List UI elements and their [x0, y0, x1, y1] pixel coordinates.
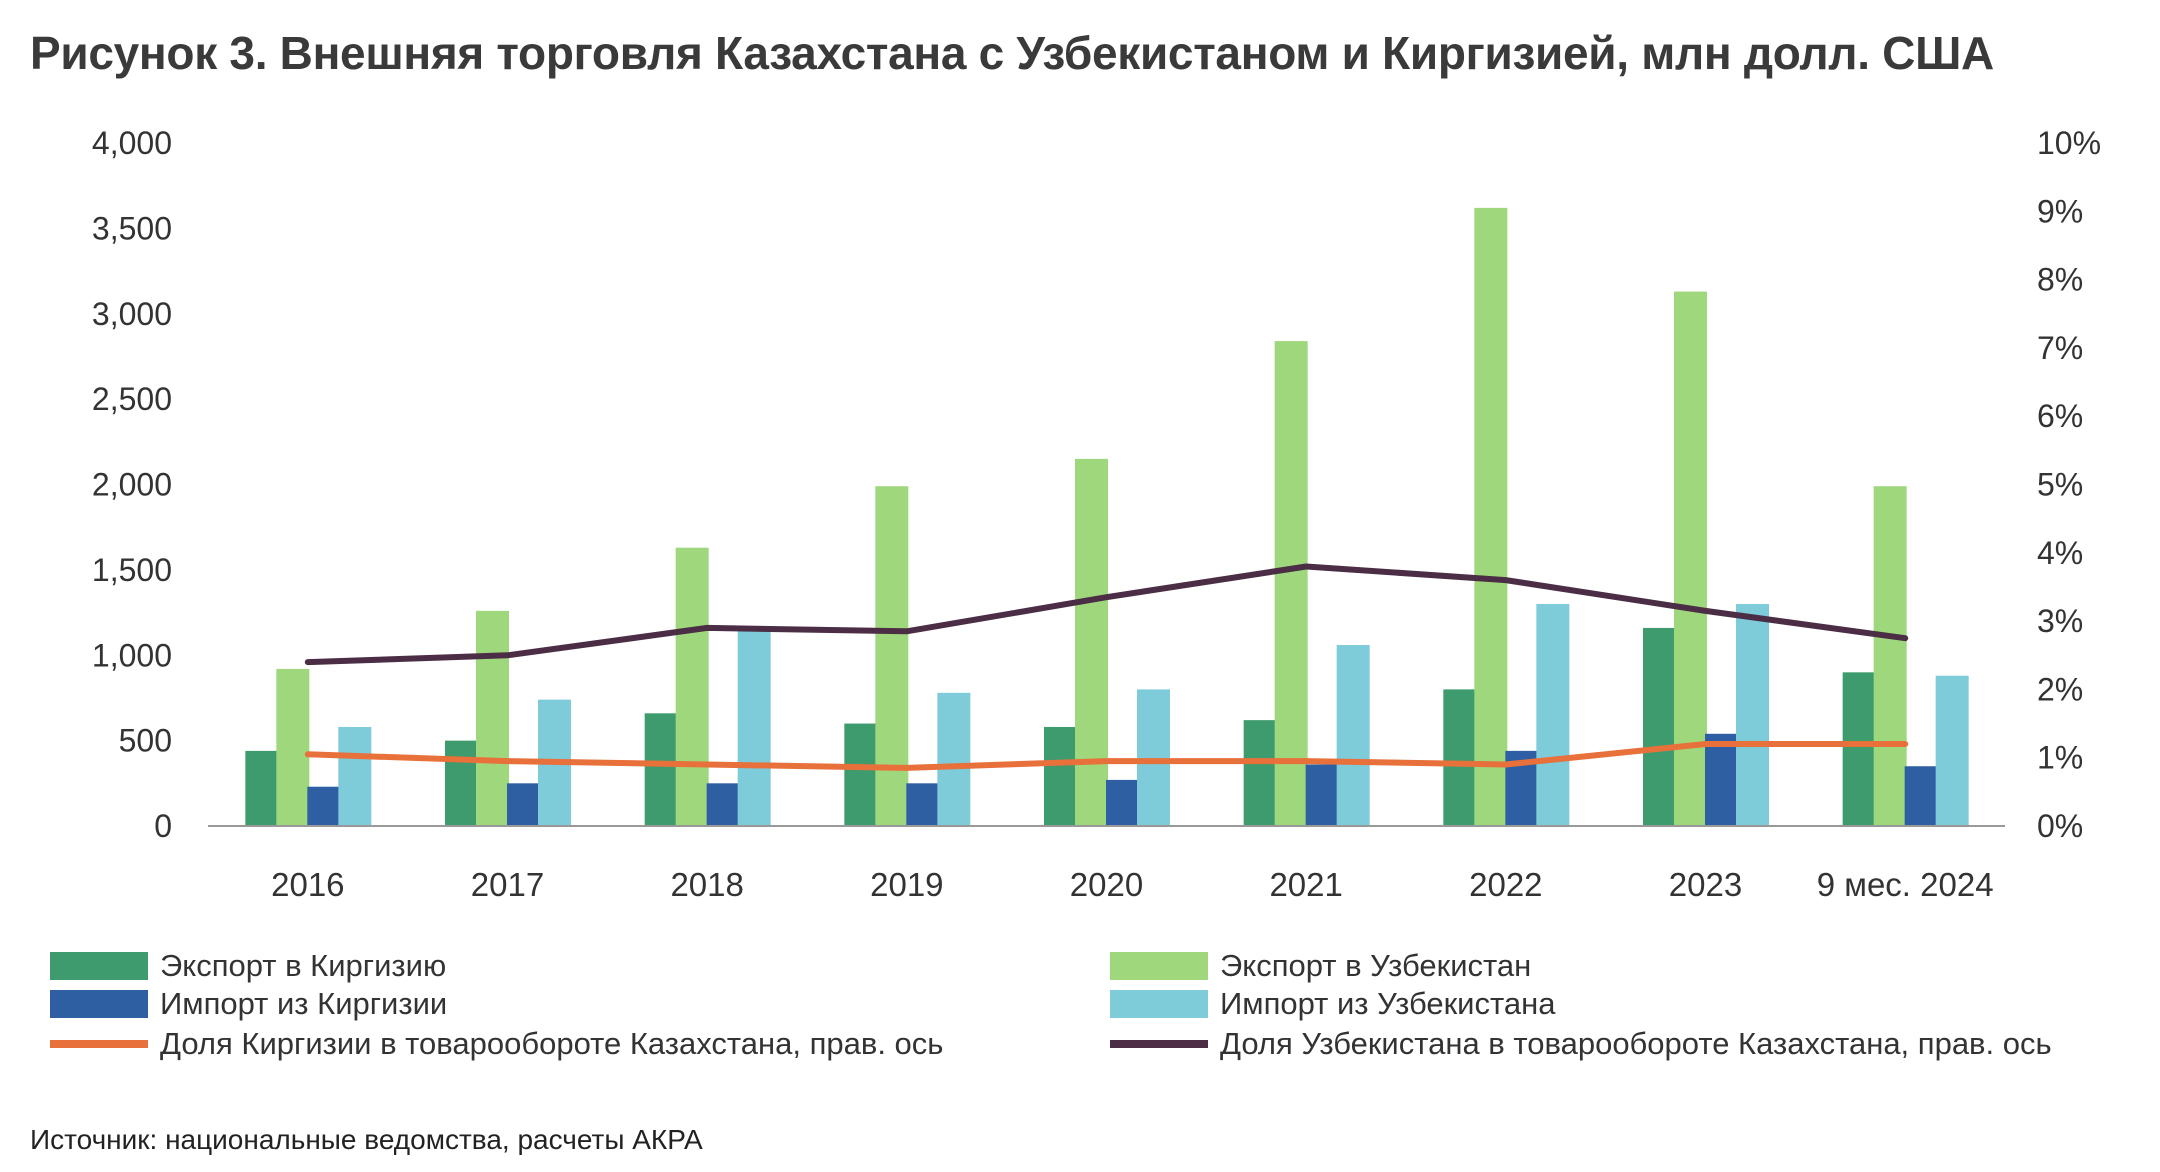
bar-export-uz — [1873, 486, 1907, 826]
legend-share-kyrgyzstan: Доля Киргизии в товарообороте Казахстана… — [50, 1026, 943, 1062]
y-right-tick-label: 5% — [2037, 467, 2083, 503]
bar-import-uz — [1536, 604, 1570, 826]
bar-export-kg — [1044, 726, 1077, 826]
y-right-tick-label: 2% — [2037, 671, 2083, 707]
bar-export-kg — [245, 750, 279, 826]
legend-swatch-export-uzbekistan — [1110, 952, 1208, 980]
bar-export-uz — [1674, 291, 1707, 826]
x-tick-label: 9 мес. 2024 — [1817, 866, 1994, 903]
bar-export-uz — [1274, 341, 1308, 826]
y-left-tick-label: 2,500 — [92, 381, 172, 417]
legend-label-share-kyrgyzstan: Доля Киргизии в товарообороте Казахстана… — [160, 1026, 944, 1061]
bar-export-kg — [1443, 689, 1477, 826]
x-tick-label: 2021 — [1269, 866, 1342, 903]
bar-export-kg — [1842, 672, 1876, 826]
y-left-tick-label: 2,000 — [92, 467, 172, 503]
bar-import-kg — [1904, 766, 1938, 826]
bar-import-uz — [737, 629, 771, 826]
bar-import-kg — [906, 783, 940, 826]
bar-export-uz — [1474, 207, 1508, 826]
bar-export-kg — [1643, 627, 1676, 826]
bar-export-kg — [644, 713, 678, 826]
y-left-tick-label: 4,000 — [92, 125, 172, 161]
bar-import-uz — [1137, 689, 1170, 826]
legend-label-share-uzbekistan: Доля Узбекистана в товарообороте Казахст… — [1220, 1026, 2052, 1061]
y-right-tick-label: 10% — [2037, 125, 2101, 161]
legend-swatch-import-uzbekistan — [1110, 990, 1208, 1018]
x-tick-label: 2023 — [1669, 866, 1742, 903]
bar-export-uz — [476, 610, 509, 826]
bar-import-kg — [307, 786, 341, 826]
y-right-tick-label: 0% — [2037, 808, 2083, 844]
legend-import-uzbekistan: Импорт из Узбекистана — [1110, 986, 1555, 1022]
source-note: Источник: национальные ведомства, расчет… — [30, 1124, 703, 1155]
bar-import-kg — [1705, 733, 1738, 826]
legend-label-import-kyrgyzstan: Импорт из Киргизии — [160, 986, 448, 1021]
y-left-tick-label: 500 — [119, 723, 172, 759]
bar-import-kg — [1305, 764, 1339, 826]
legend-import-kyrgyzstan: Импорт из Киргизии — [50, 986, 447, 1022]
x-tick-label: 2020 — [1070, 866, 1143, 903]
bar-import-uz — [338, 726, 372, 826]
legend-label-export-uzbekistan: Экспорт в Узбекистан — [1220, 948, 1532, 983]
x-tick-label: 2016 — [271, 866, 344, 903]
legend-swatch-share-kyrgyzstan — [50, 1040, 148, 1048]
bar-export-uz — [1075, 458, 1108, 826]
y-left-tick-label: 3,000 — [92, 296, 172, 332]
bar-import-kg — [706, 783, 740, 826]
line-share-kg — [304, 741, 1909, 771]
bar-import-uz — [1336, 645, 1370, 826]
bar-export-kg — [1243, 720, 1277, 826]
y-left-tick-label: 1,000 — [92, 637, 172, 673]
y-right-tick-label: 7% — [2037, 330, 2083, 366]
bar-export-kg — [844, 723, 878, 826]
legend-label-export-kyrgyzstan: Экспорт в Киргизию — [160, 948, 447, 983]
y-left-tick-label: 1,500 — [92, 552, 172, 588]
y-right-tick-label: 9% — [2037, 193, 2083, 229]
y-left-tick-label: 3,500 — [92, 210, 172, 246]
bar-export-uz — [675, 547, 709, 826]
legend-swatch-import-kyrgyzstan — [50, 990, 148, 1018]
bar-import-kg — [1106, 779, 1139, 826]
trade-chart: 0 500 1,000 1,500 2,000 2,500 3,000 3,500 4,000 0… — [92, 125, 2101, 903]
bar-export-kg — [445, 740, 478, 826]
y-right-tick-label: 4% — [2037, 535, 2083, 571]
x-tick-label: 2019 — [870, 866, 943, 903]
legend-label-import-uzbekistan: Импорт из Узбекистана — [1220, 986, 1556, 1021]
bar-export-uz — [875, 486, 909, 826]
x-tick-label: 2017 — [471, 866, 544, 903]
bar-import-kg — [507, 783, 540, 826]
line-share-uz — [304, 563, 1909, 666]
legend-export-uzbekistan: Экспорт в Узбекистан — [1110, 948, 1531, 984]
y-left-tick-label: 0 — [154, 808, 172, 844]
bar-import-uz — [937, 692, 971, 826]
legend-swatch-export-kyrgyzstan — [50, 952, 148, 980]
x-tick-label: 2018 — [670, 866, 743, 903]
bar-import-uz — [1736, 604, 1769, 826]
chart-title: Рисунок 3. Внешняя торговля Казахстана с… — [30, 27, 1994, 79]
x-tick-label: 2022 — [1469, 866, 1542, 903]
bar-export-uz — [276, 668, 310, 826]
y-right-tick-label: 6% — [2037, 398, 2083, 434]
legend-export-kyrgyzstan: Экспорт в Киргизию — [50, 948, 446, 984]
y-right-tick-label: 3% — [2037, 603, 2083, 639]
y-right-tick-label: 8% — [2037, 262, 2083, 298]
legend-share-uzbekistan: Доля Узбекистана в товарообороте Казахст… — [1110, 1026, 2052, 1062]
bar-import-uz — [1935, 675, 1969, 826]
legend-swatch-share-uzbekistan — [1110, 1040, 1208, 1048]
y-right-tick-label: 1% — [2037, 740, 2083, 776]
